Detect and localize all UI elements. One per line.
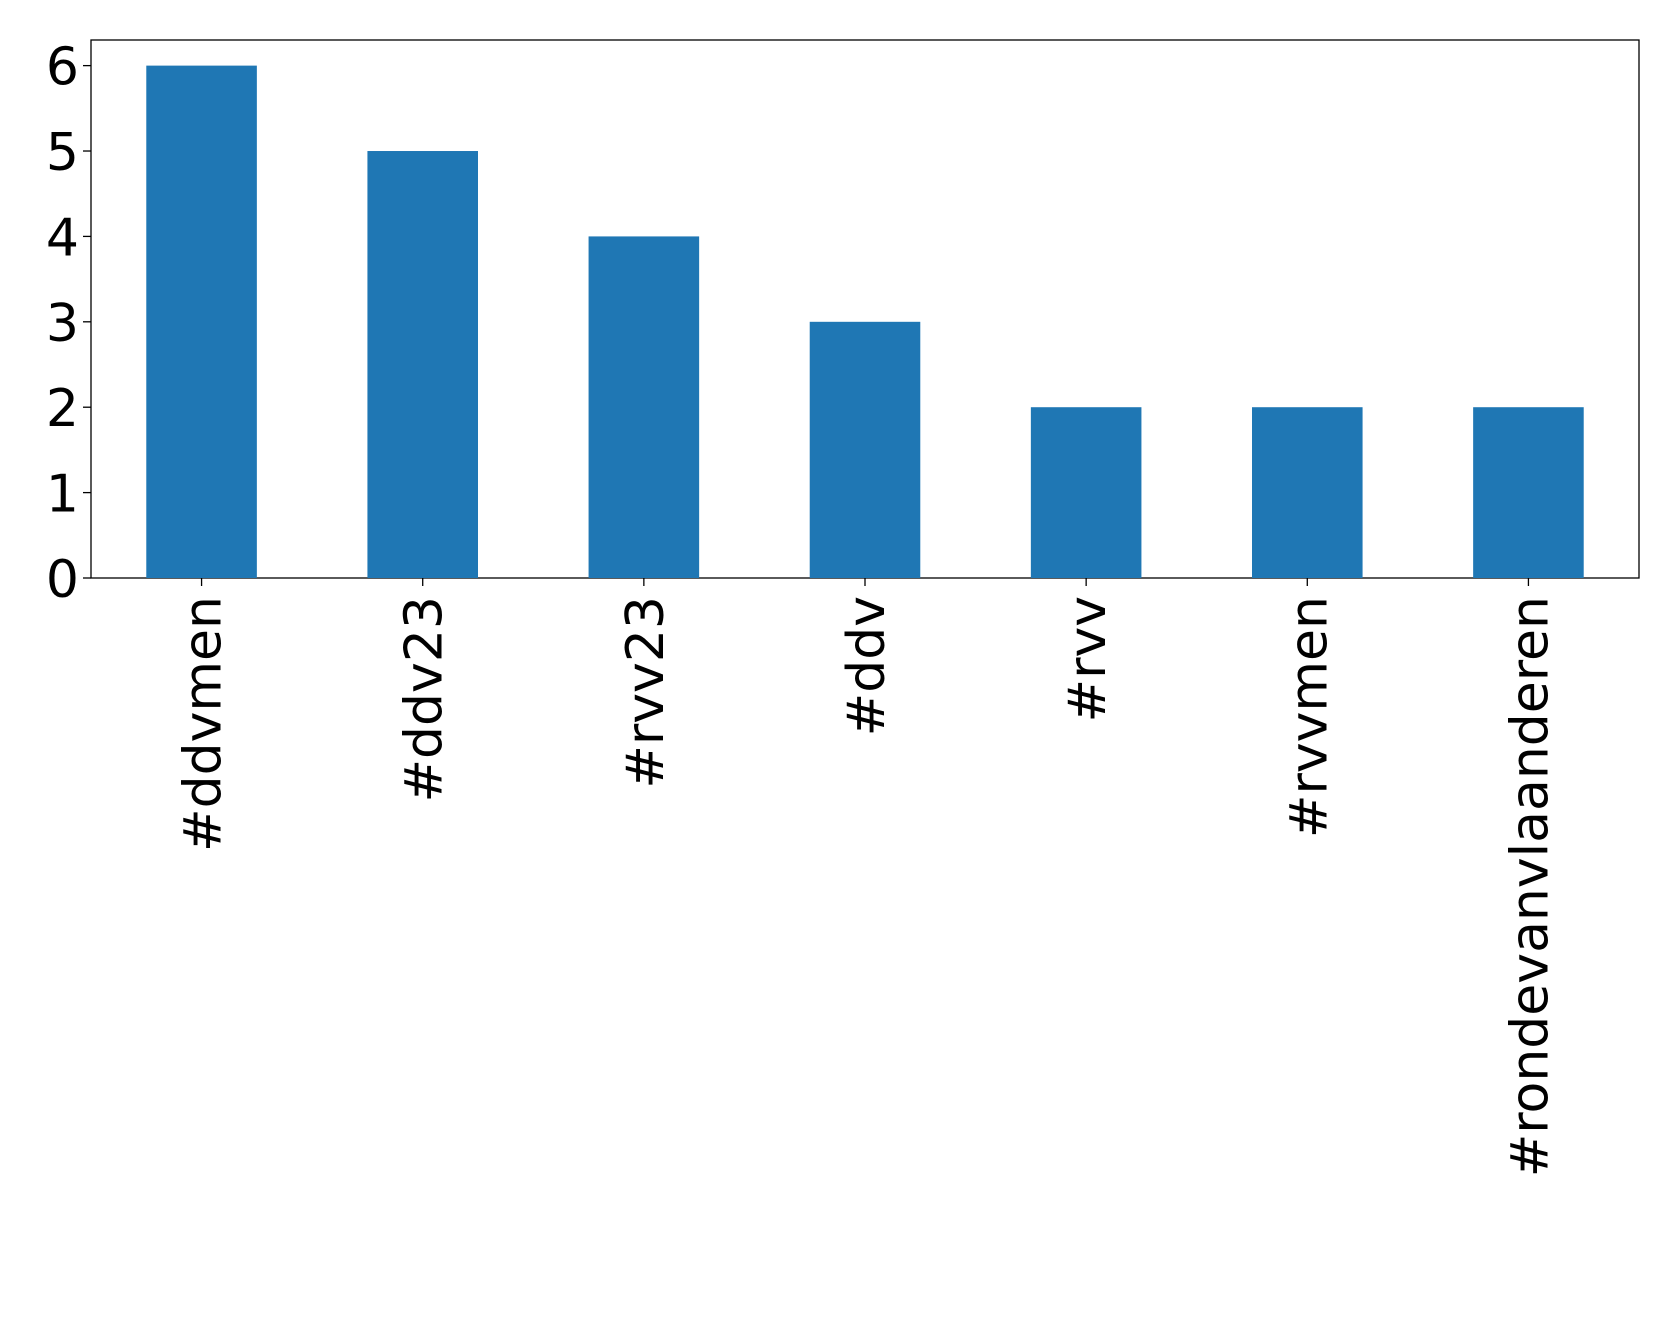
x-tick-label: #rvv [1058, 596, 1118, 723]
bar [1473, 407, 1584, 578]
x-tick-label: #ddvmen [174, 596, 234, 852]
x-tick-label: #rvv23 [616, 596, 676, 789]
x-tick-label: #rvvmen [1279, 596, 1339, 838]
bar [367, 151, 478, 578]
bar [1252, 407, 1363, 578]
x-tick-label: #rondevanvlaanderen [1500, 596, 1560, 1177]
y-tick-label: 6 [46, 38, 79, 98]
x-tick-label: #ddv [837, 596, 897, 736]
bar [588, 236, 700, 578]
y-tick-label: 5 [46, 123, 79, 183]
y-tick-label: 2 [46, 379, 79, 439]
y-tick-label: 4 [46, 208, 79, 268]
y-tick-label: 0 [46, 550, 79, 610]
y-tick-label: 3 [46, 294, 79, 354]
bar [1030, 407, 1142, 578]
bar [146, 65, 257, 579]
x-tick-label: #ddv23 [395, 596, 455, 803]
y-tick-label: 1 [46, 465, 79, 525]
bar [809, 321, 921, 578]
